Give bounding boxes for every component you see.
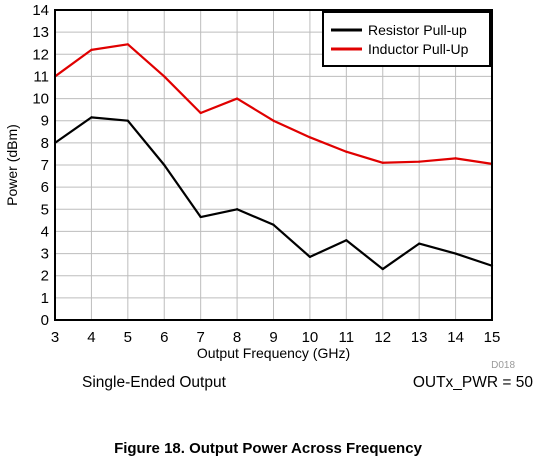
data-point-resistor-7 [199, 215, 202, 219]
x-tick-label: 12 [374, 329, 391, 346]
data-point-resistor-10 [308, 255, 312, 258]
data-point-resistor-11 [345, 239, 348, 242]
legend-label-resistor: Resistor Pull-up [368, 22, 467, 38]
note-single-ended: Single-Ended Output [82, 374, 227, 391]
x-tick-label: 14 [447, 329, 464, 346]
x-tick-labels: 3 4 5 6 7 8 9 10 11 12 13 14 15 [51, 329, 501, 346]
x-tick-label: 3 [51, 329, 59, 346]
y-tick-label: 5 [41, 201, 49, 218]
data-point-inductor-9 [272, 119, 275, 122]
data-point-resistor-4 [90, 116, 93, 119]
y-tick-label: 10 [32, 91, 49, 108]
data-point-resistor-12 [381, 267, 384, 271]
data-point-inductor-4 [90, 48, 93, 51]
series-lines [53, 43, 494, 271]
legend-label-inductor: Inductor Pull-Up [368, 41, 469, 57]
y-tick-label: 2 [41, 268, 49, 285]
data-point-inductor-8 [235, 97, 239, 100]
figure-caption: Figure 18. Output Power Across Frequency [114, 440, 423, 457]
data-point-resistor-9 [272, 223, 275, 226]
y-tick-label: 13 [32, 24, 49, 41]
x-tick-label: 8 [233, 329, 241, 346]
x-tick-label: 7 [196, 329, 204, 346]
x-tick-label: 5 [124, 329, 132, 346]
x-tick-label: 9 [269, 329, 277, 346]
x-axis-label: Output Frequency (GHz) [197, 345, 350, 361]
data-point-inductor-10 [308, 136, 312, 139]
figure-code: D018 [491, 360, 515, 371]
data-point-inductor-6 [163, 75, 166, 78]
y-tick-label: 14 [32, 2, 49, 19]
y-axis-label: Power (dBm) [4, 124, 20, 206]
x-tick-label: 13 [411, 329, 428, 346]
legend: Resistor Pull-up Inductor Pull-Up [322, 11, 491, 67]
x-tick-label: 15 [484, 329, 501, 346]
data-point-inductor-11 [345, 150, 348, 153]
data-point-inductor-13 [418, 160, 421, 163]
note-outx-pwr: OUTx_PWR = 50 [413, 374, 534, 391]
legend-box [322, 11, 491, 67]
data-point-inductor-12 [381, 161, 384, 164]
data-point-resistor-13 [418, 242, 421, 245]
data-point-inductor-5 [126, 43, 129, 46]
x-tick-label: 4 [87, 329, 95, 346]
y-tick-label: 7 [41, 157, 49, 174]
y-tick-label: 1 [41, 290, 49, 307]
data-point-inductor-7 [199, 111, 202, 115]
data-point-resistor-8 [235, 208, 239, 211]
plot-frame [54, 9, 493, 321]
y-tick-label: 11 [33, 68, 49, 85]
data-point-resistor-14 [454, 252, 457, 255]
y-tick-label: 3 [41, 246, 49, 263]
y-tick-label: 4 [41, 223, 49, 240]
x-tick-label: 10 [302, 329, 319, 346]
y-tick-label: 9 [41, 113, 49, 130]
x-tick-label: 6 [160, 329, 168, 346]
y-tick-label: 12 [32, 46, 49, 63]
data-point-resistor-6 [163, 163, 166, 167]
data-point-resistor-5 [126, 119, 129, 122]
y-tick-label: 8 [41, 135, 49, 152]
data-point-inductor-14 [454, 157, 457, 160]
y-tick-label: 6 [41, 179, 49, 196]
x-tick-label: 11 [339, 329, 355, 346]
y-tick-label: 0 [41, 312, 49, 329]
